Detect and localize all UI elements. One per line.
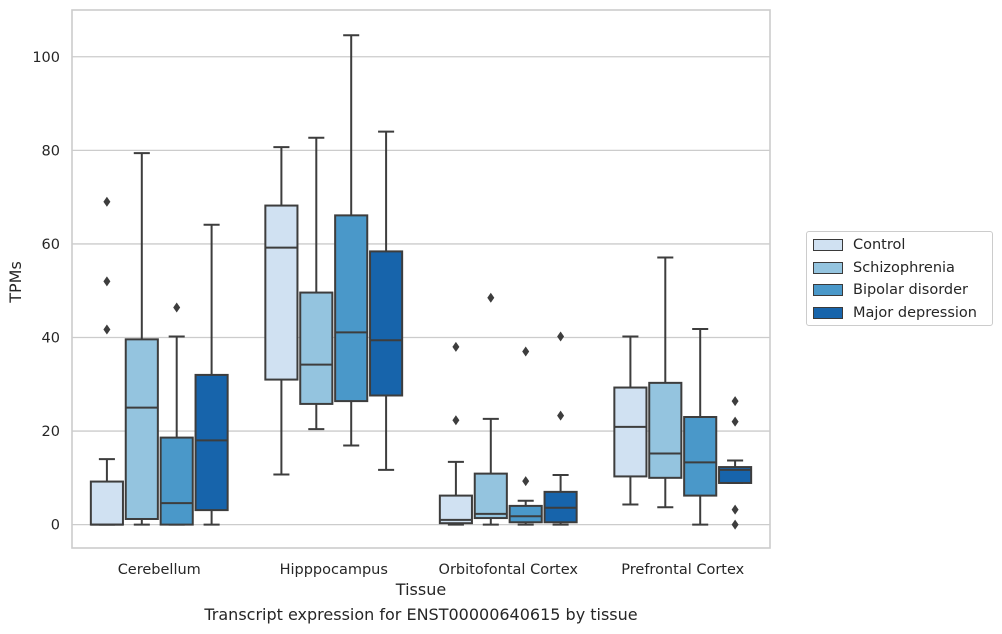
box-body — [89, 480, 124, 526]
outlier-point — [731, 504, 739, 515]
box-bipolar-disorder-3 — [683, 328, 718, 526]
box-bipolar-disorder-1 — [334, 34, 369, 447]
box-plot-series — [89, 34, 753, 530]
box-bipolar-disorder-2 — [508, 346, 543, 526]
box-body — [264, 204, 299, 381]
outlier-point — [731, 519, 739, 530]
box-body — [159, 436, 194, 526]
box-bipolar-disorder-0 — [159, 302, 194, 526]
x-axis-label: Tissue — [395, 580, 446, 599]
legend-item-major-depression: Major depression — [813, 302, 977, 324]
plot-frame — [71, 9, 771, 549]
box-body — [683, 416, 718, 497]
outlier-point — [103, 196, 111, 207]
y-tick-label: 60 — [42, 237, 60, 253]
legend: Control Schizophrenia Bipolar disorder M… — [806, 231, 993, 326]
box-body — [194, 373, 229, 512]
x-tick-label: Prefrontal Cortex — [621, 562, 744, 578]
outlier-point — [452, 341, 460, 352]
box-body — [334, 214, 369, 403]
box-control-3 — [613, 335, 648, 506]
grid-lines — [72, 56, 770, 526]
box-body — [508, 504, 543, 524]
box-body — [369, 250, 404, 397]
legend-swatch-control — [813, 239, 843, 251]
legend-label-bipolar-disorder: Bipolar disorder — [853, 282, 968, 298]
box-control-1 — [264, 146, 299, 476]
y-tick-label: 0 — [51, 518, 60, 534]
box-control-2 — [438, 341, 473, 526]
box-body — [718, 466, 753, 484]
box-body — [438, 494, 473, 525]
y-tick-labels: 0 20 40 60 80 100 — [32, 50, 60, 534]
box-body — [613, 386, 648, 478]
chart-caption: Transcript expression for ENST0000064061… — [204, 605, 638, 624]
box-major-depression-1 — [369, 130, 404, 471]
legend-label-major-depression: Major depression — [853, 305, 977, 321]
box-body — [648, 381, 683, 479]
outlier-point — [173, 302, 181, 313]
outlier-point — [557, 410, 565, 421]
y-axis-label: TPMs — [6, 261, 25, 304]
box-major-depression-3 — [718, 396, 753, 530]
legend-swatch-schizophrenia — [813, 262, 843, 274]
box-body — [473, 472, 508, 520]
legend-swatch-bipolar-disorder — [813, 284, 843, 296]
outlier-point — [103, 276, 111, 287]
x-tick-label: Orbitofontal Cortex — [439, 562, 579, 578]
outlier-point — [103, 324, 111, 335]
box-major-depression-2 — [543, 331, 578, 526]
y-tick-label: 20 — [42, 424, 60, 440]
box-control-0 — [89, 196, 124, 526]
outlier-point — [731, 416, 739, 427]
x-tick-label: Cerebellum — [118, 562, 201, 578]
outlier-point — [731, 396, 739, 407]
y-tick-label: 100 — [32, 50, 60, 66]
y-tick-label: 40 — [42, 330, 60, 346]
outlier-point — [522, 346, 530, 357]
outlier-point — [522, 476, 530, 487]
box-schizophrenia-0 — [124, 152, 159, 526]
y-tick-label: 80 — [42, 143, 60, 159]
legend-swatch-major-depression — [813, 307, 843, 319]
legend-item-control: Control — [813, 234, 905, 256]
legend-item-bipolar-disorder: Bipolar disorder — [813, 279, 968, 301]
outlier-point — [487, 292, 495, 303]
outlier-point — [557, 331, 565, 342]
box-schizophrenia-3 — [648, 256, 683, 509]
legend-item-schizophrenia: Schizophrenia — [813, 257, 955, 279]
box-schizophrenia-1 — [299, 136, 334, 431]
box-schizophrenia-2 — [473, 292, 508, 526]
x-tick-labels: Cerebellum Hipppocampus Orbitofontal Corte… — [118, 562, 745, 578]
outlier-point — [452, 415, 460, 426]
box-body — [299, 291, 334, 405]
legend-label-schizophrenia: Schizophrenia — [853, 260, 955, 276]
box-major-depression-0 — [194, 223, 229, 526]
legend-label-control: Control — [853, 237, 906, 253]
box-body — [124, 338, 159, 520]
x-tick-label: Hipppocampus — [280, 562, 388, 578]
